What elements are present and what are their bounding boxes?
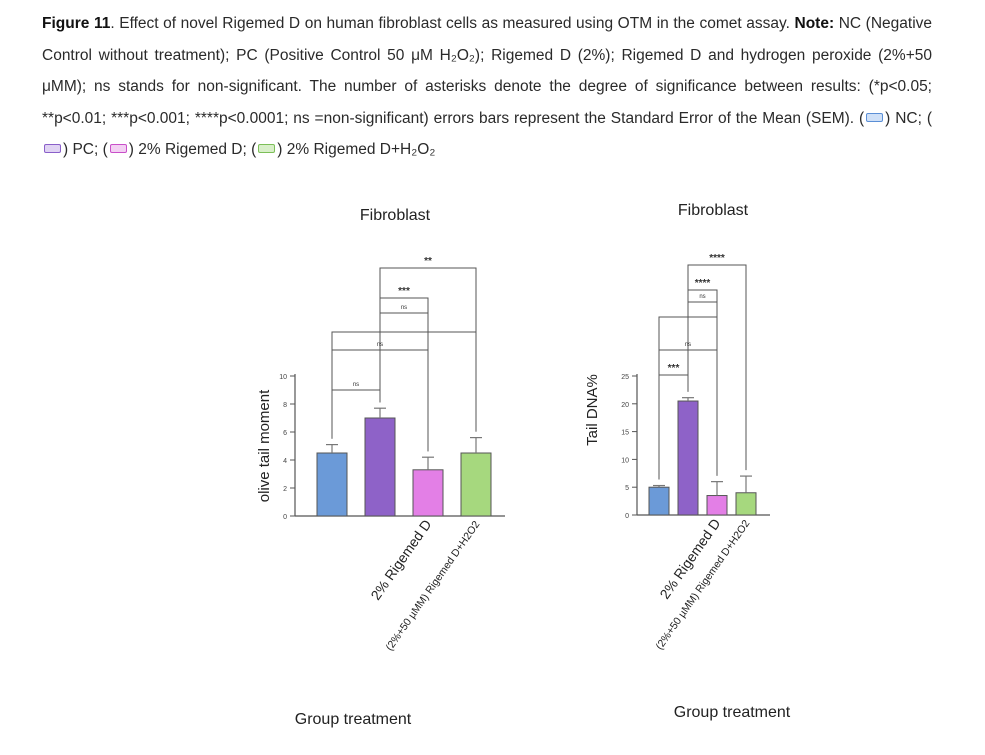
significance-label: ** <box>424 256 432 267</box>
legend-item-nc: () NC; <box>859 109 922 127</box>
y-tick-label: 0 <box>625 513 629 520</box>
significance-label: **** <box>709 253 725 264</box>
bar <box>364 417 396 517</box>
bar <box>677 400 699 516</box>
y-axis-label: Tail DNA% <box>584 374 601 446</box>
figure-title: . Effect of novel Rigemed D on human fib… <box>110 15 790 32</box>
y-tick-label: 8 <box>283 402 287 409</box>
significance-bracket <box>379 267 477 432</box>
bar <box>412 469 444 517</box>
chart-tail-dna: Fibroblast Tail DNA% 0 5 10 15 20 25 *** ns ns ****… <box>575 190 865 735</box>
x-category-label: (2%+50 µMM) Rigemed D+H2O2 <box>383 519 482 653</box>
y-tick-label: 25 <box>621 374 629 381</box>
figure-label: Figure 11 <box>42 15 111 32</box>
significance-label: ns <box>699 294 705 300</box>
chart-olive-tail-moment: Fibroblast olive tail moment 0 2 4 6 8 10 ns ns ns… <box>245 190 535 735</box>
y-tick-label: 20 <box>621 402 629 409</box>
y-tick-label: 10 <box>621 457 629 464</box>
y-tick-label: 4 <box>283 458 287 465</box>
bar <box>460 452 492 517</box>
legend-swatch-rigemed <box>109 144 127 154</box>
figure-caption: Figure 11. Effect of novel Rigemed D on … <box>42 8 932 166</box>
y-tick-label: 5 <box>625 485 629 492</box>
chart-title: Fibroblast <box>678 202 749 219</box>
chart-title: Fibroblast <box>360 207 431 224</box>
significance-bracket <box>687 264 747 471</box>
significance-label: ns <box>353 382 359 388</box>
bar <box>706 495 728 516</box>
x-axis-label: Group treatment <box>674 704 791 721</box>
legend-item-rigemed: () 2% Rigemed D; <box>102 141 247 158</box>
legend-item-pc: () PC; <box>42 110 932 158</box>
bar <box>735 492 757 516</box>
significance-label: ns <box>401 305 407 311</box>
y-tick-label: 15 <box>621 430 629 437</box>
legend-swatch-rigemed-h2o2 <box>258 144 276 154</box>
significance-label: *** <box>398 286 410 297</box>
y-tick-label: 6 <box>283 430 287 437</box>
significance-label: *** <box>668 363 680 374</box>
y-tick-label: 10 <box>279 374 287 381</box>
bar <box>648 486 670 516</box>
bar <box>316 452 348 517</box>
legend-swatch-pc <box>44 144 61 154</box>
y-axis-label: olive tail moment <box>256 389 273 502</box>
y-tick-label: 0 <box>283 514 287 521</box>
note-text: NC (Negative Control without treatment);… <box>42 15 933 127</box>
significance-label: **** <box>695 278 711 289</box>
y-tick-label: 2 <box>283 486 287 493</box>
legend-item-rigemed-h2o2: () 2% Rigemed D+H₂O₂ <box>251 141 436 158</box>
x-axis-label: Group treatment <box>295 711 412 728</box>
note-label: Note: <box>794 15 835 32</box>
legend-swatch-nc <box>866 112 884 122</box>
